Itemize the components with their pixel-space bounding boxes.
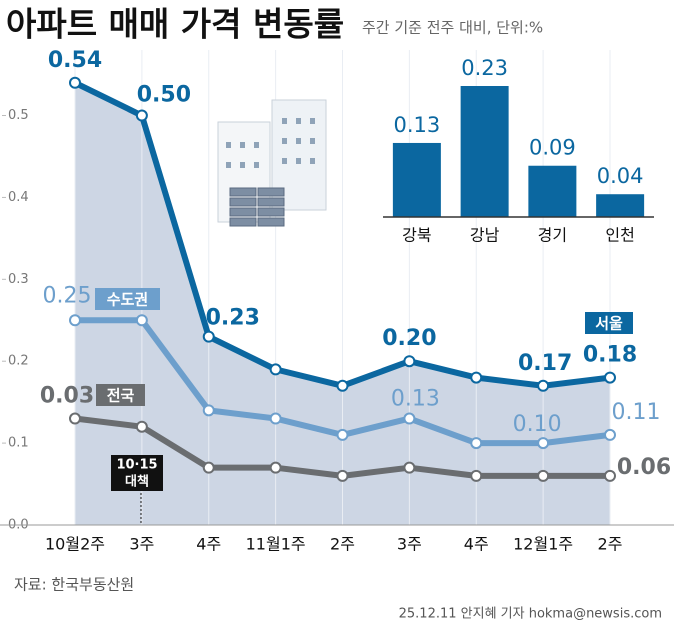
x-tick-label: 3주 — [129, 535, 154, 554]
point — [202, 330, 215, 343]
point — [135, 109, 148, 122]
data-label: 0.13 — [391, 387, 440, 412]
credit: 25.12.11 안지혜 기자 hokma@newsis.com — [399, 607, 662, 622]
data-label: 0.06 — [617, 455, 671, 480]
legend-box — [96, 384, 145, 406]
data-label: 0.17 — [518, 351, 572, 376]
chart-subtitle: 주간 기준 전주 대비, 단위:% — [362, 19, 543, 37]
y-tick-label: 0.2 — [8, 354, 29, 369]
bar — [392, 142, 441, 217]
point — [403, 412, 416, 425]
x-tick-label: 10월2주 — [45, 535, 105, 554]
point — [269, 412, 282, 425]
point — [604, 428, 616, 441]
x-tick-label: 강북 — [402, 226, 431, 245]
x-tick-label: 4주 — [464, 535, 489, 554]
data-label: 0.13 — [393, 113, 440, 137]
inset-bar-chart: 0.13 강북 0.23 강남 0.09 경기 0.04 인천 — [383, 56, 654, 245]
y-tick-label: 0.3 — [8, 272, 29, 287]
x-tick-label: 12월1주 — [513, 535, 573, 554]
y-tick-label: 0.1 — [8, 436, 29, 451]
point — [470, 469, 483, 482]
annotation-box — [111, 455, 163, 491]
point — [470, 371, 483, 384]
y-tick-label: 0.5 — [8, 108, 29, 123]
building-illustration — [217, 99, 327, 227]
point — [537, 469, 550, 482]
data-label: 0.23 — [206, 306, 260, 331]
bar — [460, 86, 509, 217]
point — [403, 355, 416, 368]
point — [69, 314, 81, 327]
data-label: 0.23 — [461, 56, 508, 80]
data-label: 0.20 — [382, 326, 436, 351]
point — [537, 379, 550, 392]
bar — [596, 194, 645, 217]
y-tick-label: 0.4 — [8, 190, 29, 205]
data-label: 0.18 — [583, 343, 637, 368]
point — [537, 437, 550, 450]
point — [69, 412, 81, 425]
legend-box — [585, 312, 633, 334]
annotation: 10·15 — [116, 458, 157, 473]
bar — [528, 165, 577, 217]
data-label: 0.09 — [529, 136, 576, 160]
x-tick-label: 강남 — [470, 226, 500, 245]
data-label: 0.04 — [597, 164, 644, 188]
point — [202, 404, 215, 417]
source: 자료: 한국부동산원 — [14, 576, 134, 594]
point — [202, 461, 215, 474]
annotation: 0.03 — [40, 384, 94, 409]
point — [269, 363, 282, 376]
legend-label: 수도권 — [107, 291, 148, 309]
legend-label: 서울 — [595, 315, 623, 333]
point — [336, 428, 349, 441]
data-label: 0.11 — [612, 400, 661, 425]
legend-label: 전국 — [107, 387, 135, 405]
data-label: 0.10 — [513, 412, 562, 437]
data-label: 0.54 — [48, 48, 102, 73]
point — [604, 371, 616, 384]
point — [470, 437, 483, 450]
x-tick-label: 인천 — [605, 226, 634, 245]
data-label: 0.50 — [137, 83, 191, 108]
x-tick-label: 3주 — [397, 535, 422, 554]
point — [336, 379, 349, 392]
point — [135, 420, 148, 433]
data-label: 0.25 — [43, 283, 92, 308]
chart-title: 아파트 매매 가격 변동률 — [6, 5, 344, 44]
point — [269, 461, 282, 474]
point — [403, 461, 416, 474]
x-tick-label: 경기 — [538, 226, 567, 245]
point — [604, 469, 616, 482]
annotation: 대책 — [125, 475, 149, 490]
x-tick-label: 11월1주 — [246, 535, 306, 554]
x-tick-label: 2주 — [330, 535, 355, 554]
legend-box — [95, 288, 160, 310]
x-tick-label: 4주 — [196, 535, 221, 554]
point — [135, 314, 148, 327]
point — [69, 76, 81, 89]
x-tick-label: 2주 — [598, 535, 623, 554]
point — [336, 469, 349, 482]
